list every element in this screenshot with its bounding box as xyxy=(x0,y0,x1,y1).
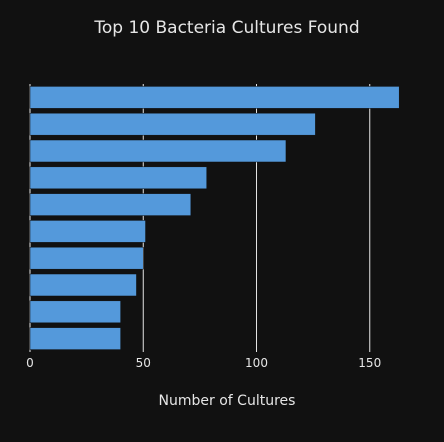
x-tick-label: 0 xyxy=(26,356,34,370)
bar[interactable] xyxy=(29,246,144,270)
bar[interactable] xyxy=(29,166,207,190)
x-axis-ticks: 0 50 100 150 xyxy=(26,356,381,370)
bar[interactable] xyxy=(29,220,146,243)
bar[interactable] xyxy=(29,112,316,136)
bar[interactable] xyxy=(29,139,287,163)
x-tick-label: 50 xyxy=(136,356,151,370)
bars xyxy=(29,86,400,350)
x-axis-title: Number of Cultures xyxy=(159,393,296,409)
x-tick-label: 150 xyxy=(358,356,381,370)
x-tick-label: 100 xyxy=(245,356,268,370)
bar[interactable] xyxy=(29,86,400,109)
bar[interactable] xyxy=(29,273,137,297)
bar[interactable] xyxy=(29,300,121,324)
bar[interactable] xyxy=(29,193,192,216)
bar[interactable] xyxy=(29,327,121,350)
chart-title: Top 10 Bacteria Cultures Found xyxy=(93,18,359,38)
